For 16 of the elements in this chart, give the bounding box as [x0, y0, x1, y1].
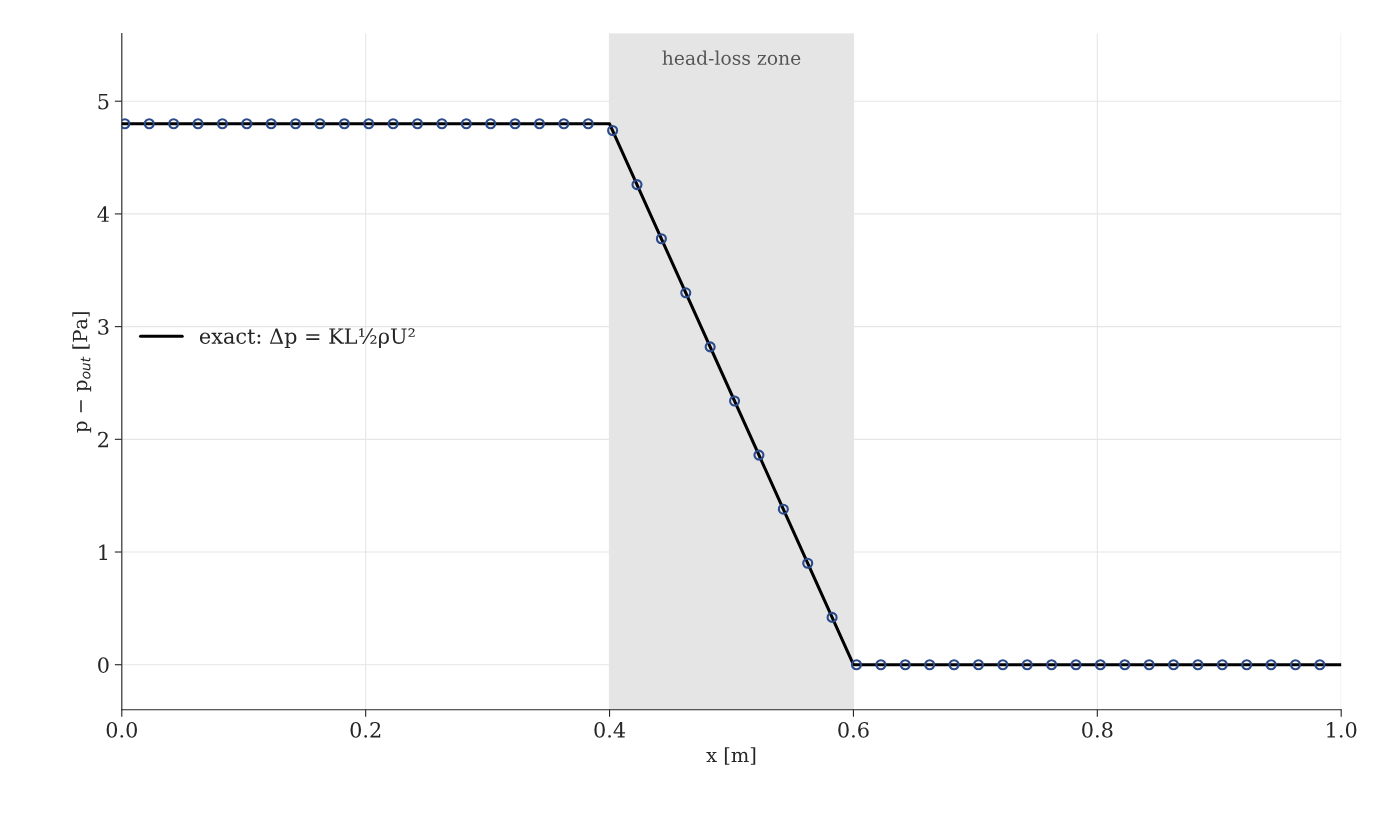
y-tick-label: 5 — [98, 93, 109, 110]
y-tick-label: 4 — [97, 206, 109, 222]
x-tick-label: 0.0 — [106, 721, 137, 738]
x-tick-label: 0.4 — [594, 721, 626, 738]
x-tick-label: 1.0 — [1327, 721, 1357, 738]
y-tick-label: 3 — [98, 319, 109, 335]
y-tick-label: 0 — [98, 657, 109, 673]
x-axis-title: x [m] — [706, 747, 756, 765]
x-tick-label: 0.8 — [1082, 721, 1113, 738]
y-tick-label: 1 — [99, 544, 108, 560]
x-tick-label: 0.6 — [838, 721, 869, 738]
y-tick-label: 2 — [98, 431, 108, 448]
legend-label: exact: Δp = KL½ρU² — [199, 328, 415, 348]
band-label: head-loss zone — [662, 50, 801, 66]
y-axis-title: p − p$_{out}$ [Pa] — [72, 312, 92, 433]
x-tick-label: 0.2 — [350, 721, 381, 738]
